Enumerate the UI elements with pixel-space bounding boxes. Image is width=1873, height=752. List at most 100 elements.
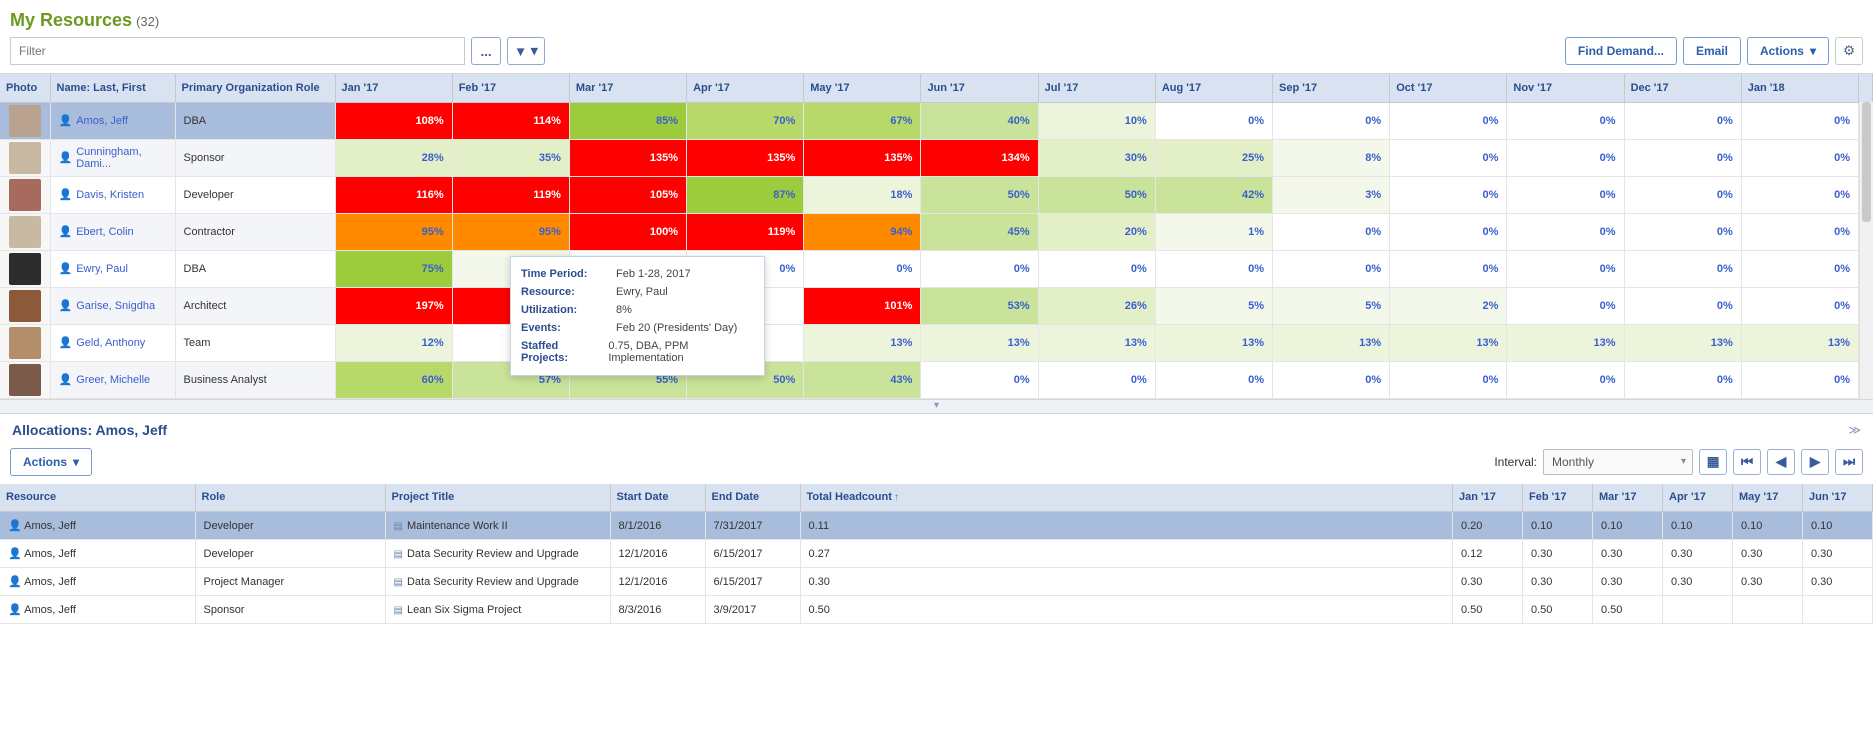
nav-next-button[interactable]: ▶ bbox=[1801, 449, 1829, 475]
col-month[interactable]: Dec '17 bbox=[1624, 74, 1741, 102]
util-cell[interactable]: 70% bbox=[687, 102, 804, 139]
name-cell[interactable]: 👤Ebert, Colin bbox=[50, 213, 175, 250]
util-cell[interactable]: 0% bbox=[1624, 213, 1741, 250]
col-name[interactable]: Name: Last, First bbox=[50, 74, 175, 102]
util-cell[interactable]: 3% bbox=[1273, 176, 1390, 213]
util-cell[interactable]: 0% bbox=[1390, 139, 1507, 176]
util-cell[interactable]: 94% bbox=[804, 213, 921, 250]
resource-cell[interactable]: 👤 Amos, Jeff bbox=[0, 512, 195, 540]
util-cell[interactable]: 13% bbox=[1390, 324, 1507, 361]
util-cell[interactable]: 0% bbox=[1624, 176, 1741, 213]
util-cell[interactable]: 67% bbox=[804, 102, 921, 139]
find-demand-button[interactable]: Find Demand... bbox=[1565, 37, 1677, 65]
util-cell[interactable]: 116% bbox=[335, 176, 452, 213]
util-cell[interactable]: 60% bbox=[335, 361, 452, 398]
util-cell[interactable]: 30% bbox=[1038, 139, 1155, 176]
util-cell[interactable]: 119% bbox=[687, 213, 804, 250]
util-cell[interactable]: 0% bbox=[1390, 176, 1507, 213]
util-cell[interactable]: 35% bbox=[452, 139, 569, 176]
util-cell[interactable]: 0% bbox=[1507, 176, 1624, 213]
col-headcount[interactable]: Total Headcount↑ bbox=[800, 484, 1453, 512]
util-cell[interactable]: 0% bbox=[1390, 250, 1507, 287]
util-cell[interactable]: 0% bbox=[1741, 102, 1858, 139]
util-cell[interactable]: 0% bbox=[1624, 287, 1741, 324]
col-month[interactable]: May '17 bbox=[804, 74, 921, 102]
util-cell[interactable]: 0% bbox=[1507, 139, 1624, 176]
scrollbar-thumb[interactable] bbox=[1862, 102, 1871, 222]
util-cell[interactable]: 0% bbox=[1273, 102, 1390, 139]
nav-prev-button[interactable]: ◀ bbox=[1767, 449, 1795, 475]
util-cell[interactable]: 197% bbox=[335, 287, 452, 324]
util-cell[interactable]: 0% bbox=[1741, 139, 1858, 176]
util-cell[interactable]: 25% bbox=[1155, 139, 1272, 176]
name-cell[interactable]: 👤Ewry, Paul bbox=[50, 250, 175, 287]
util-cell[interactable]: 5% bbox=[1273, 287, 1390, 324]
util-cell[interactable]: 45% bbox=[921, 213, 1038, 250]
project-cell[interactable]: ▤Data Security Review and Upgrade bbox=[385, 540, 610, 568]
util-cell[interactable]: 0% bbox=[921, 361, 1038, 398]
util-cell[interactable]: 13% bbox=[1624, 324, 1741, 361]
util-cell[interactable]: 8% bbox=[1273, 139, 1390, 176]
project-cell[interactable]: ▤Data Security Review and Upgrade bbox=[385, 568, 610, 596]
col-month[interactable]: Jul '17 bbox=[1038, 74, 1155, 102]
util-cell[interactable]: 0% bbox=[1624, 361, 1741, 398]
util-cell[interactable]: 0% bbox=[1273, 250, 1390, 287]
util-cell[interactable]: 119% bbox=[452, 176, 569, 213]
util-cell[interactable]: 0% bbox=[1507, 361, 1624, 398]
util-cell[interactable]: 135% bbox=[804, 139, 921, 176]
table-row[interactable]: 👤Davis, KristenDeveloper116%119%105%87%1… bbox=[0, 176, 1873, 213]
col-photo[interactable]: Photo bbox=[0, 74, 50, 102]
util-cell[interactable]: 28% bbox=[335, 139, 452, 176]
col-month[interactable]: Feb '17 bbox=[1523, 484, 1593, 512]
util-cell[interactable]: 135% bbox=[569, 139, 686, 176]
resource-cell[interactable]: 👤 Amos, Jeff bbox=[0, 568, 195, 596]
name-cell[interactable]: 👤Geld, Anthony bbox=[50, 324, 175, 361]
util-cell[interactable]: 13% bbox=[1273, 324, 1390, 361]
util-cell[interactable]: 5% bbox=[1155, 287, 1272, 324]
util-cell[interactable]: 0% bbox=[1741, 361, 1858, 398]
expander-bar[interactable]: ▾ bbox=[0, 400, 1873, 414]
col-start[interactable]: Start Date bbox=[610, 484, 705, 512]
util-cell[interactable]: 2% bbox=[1390, 287, 1507, 324]
col-resource[interactable]: Resource bbox=[0, 484, 195, 512]
table-row[interactable]: 👤 Amos, JeffDeveloper▤Data Security Revi… bbox=[0, 540, 1873, 568]
col-month[interactable]: Apr '17 bbox=[687, 74, 804, 102]
col-month[interactable]: May '17 bbox=[1733, 484, 1803, 512]
col-end[interactable]: End Date bbox=[705, 484, 800, 512]
table-row[interactable]: 👤Garise, SnigdhaArchitect197%1101%53%26%… bbox=[0, 287, 1873, 324]
interval-select[interactable]: Monthly bbox=[1543, 449, 1693, 475]
name-cell[interactable]: 👤Amos, Jeff bbox=[50, 102, 175, 139]
nav-first-button[interactable]: ⏮ bbox=[1733, 449, 1761, 475]
util-cell[interactable]: 0% bbox=[1038, 361, 1155, 398]
util-cell[interactable]: 0% bbox=[1155, 102, 1272, 139]
util-cell[interactable]: 50% bbox=[921, 176, 1038, 213]
util-cell[interactable]: 0% bbox=[1741, 176, 1858, 213]
table-row[interactable]: 👤Amos, JeffDBA108%114%85%70%67%40%10%0%0… bbox=[0, 102, 1873, 139]
col-project[interactable]: Project Title bbox=[385, 484, 610, 512]
util-cell[interactable]: 1% bbox=[1155, 213, 1272, 250]
table-row[interactable]: 👤 Amos, JeffDeveloper▤Maintenance Work I… bbox=[0, 512, 1873, 540]
table-row[interactable]: 👤Ewry, PaulDBA75%8%0%0%0%0%0%0%0%0%0%0%0… bbox=[0, 250, 1873, 287]
util-cell[interactable]: 101% bbox=[804, 287, 921, 324]
util-cell[interactable]: 13% bbox=[921, 324, 1038, 361]
table-row[interactable]: 👤Greer, MichelleBusiness Analyst60%57%55… bbox=[0, 361, 1873, 398]
project-cell[interactable]: ▤Lean Six Sigma Project bbox=[385, 596, 610, 624]
actions-button[interactable]: Actions▾ bbox=[1747, 37, 1829, 65]
util-cell[interactable]: 0% bbox=[1624, 102, 1741, 139]
util-cell[interactable]: 0% bbox=[1155, 250, 1272, 287]
col-month[interactable]: Jun '17 bbox=[921, 74, 1038, 102]
util-cell[interactable]: 0% bbox=[921, 250, 1038, 287]
util-cell[interactable]: 0% bbox=[1624, 250, 1741, 287]
util-cell[interactable]: 0% bbox=[1390, 102, 1507, 139]
util-cell[interactable]: 18% bbox=[804, 176, 921, 213]
table-row[interactable]: 👤Cunningham, Dami...Sponsor28%35%135%135… bbox=[0, 139, 1873, 176]
util-cell[interactable]: 0% bbox=[1390, 213, 1507, 250]
name-cell[interactable]: 👤Davis, Kristen bbox=[50, 176, 175, 213]
name-cell[interactable]: 👤Greer, Michelle bbox=[50, 361, 175, 398]
util-cell[interactable]: 10% bbox=[1038, 102, 1155, 139]
util-cell[interactable]: 85% bbox=[569, 102, 686, 139]
name-cell[interactable]: 👤Cunningham, Dami... bbox=[50, 139, 175, 176]
col-role[interactable]: Role bbox=[195, 484, 385, 512]
util-cell[interactable]: 134% bbox=[921, 139, 1038, 176]
util-cell[interactable]: 95% bbox=[452, 213, 569, 250]
